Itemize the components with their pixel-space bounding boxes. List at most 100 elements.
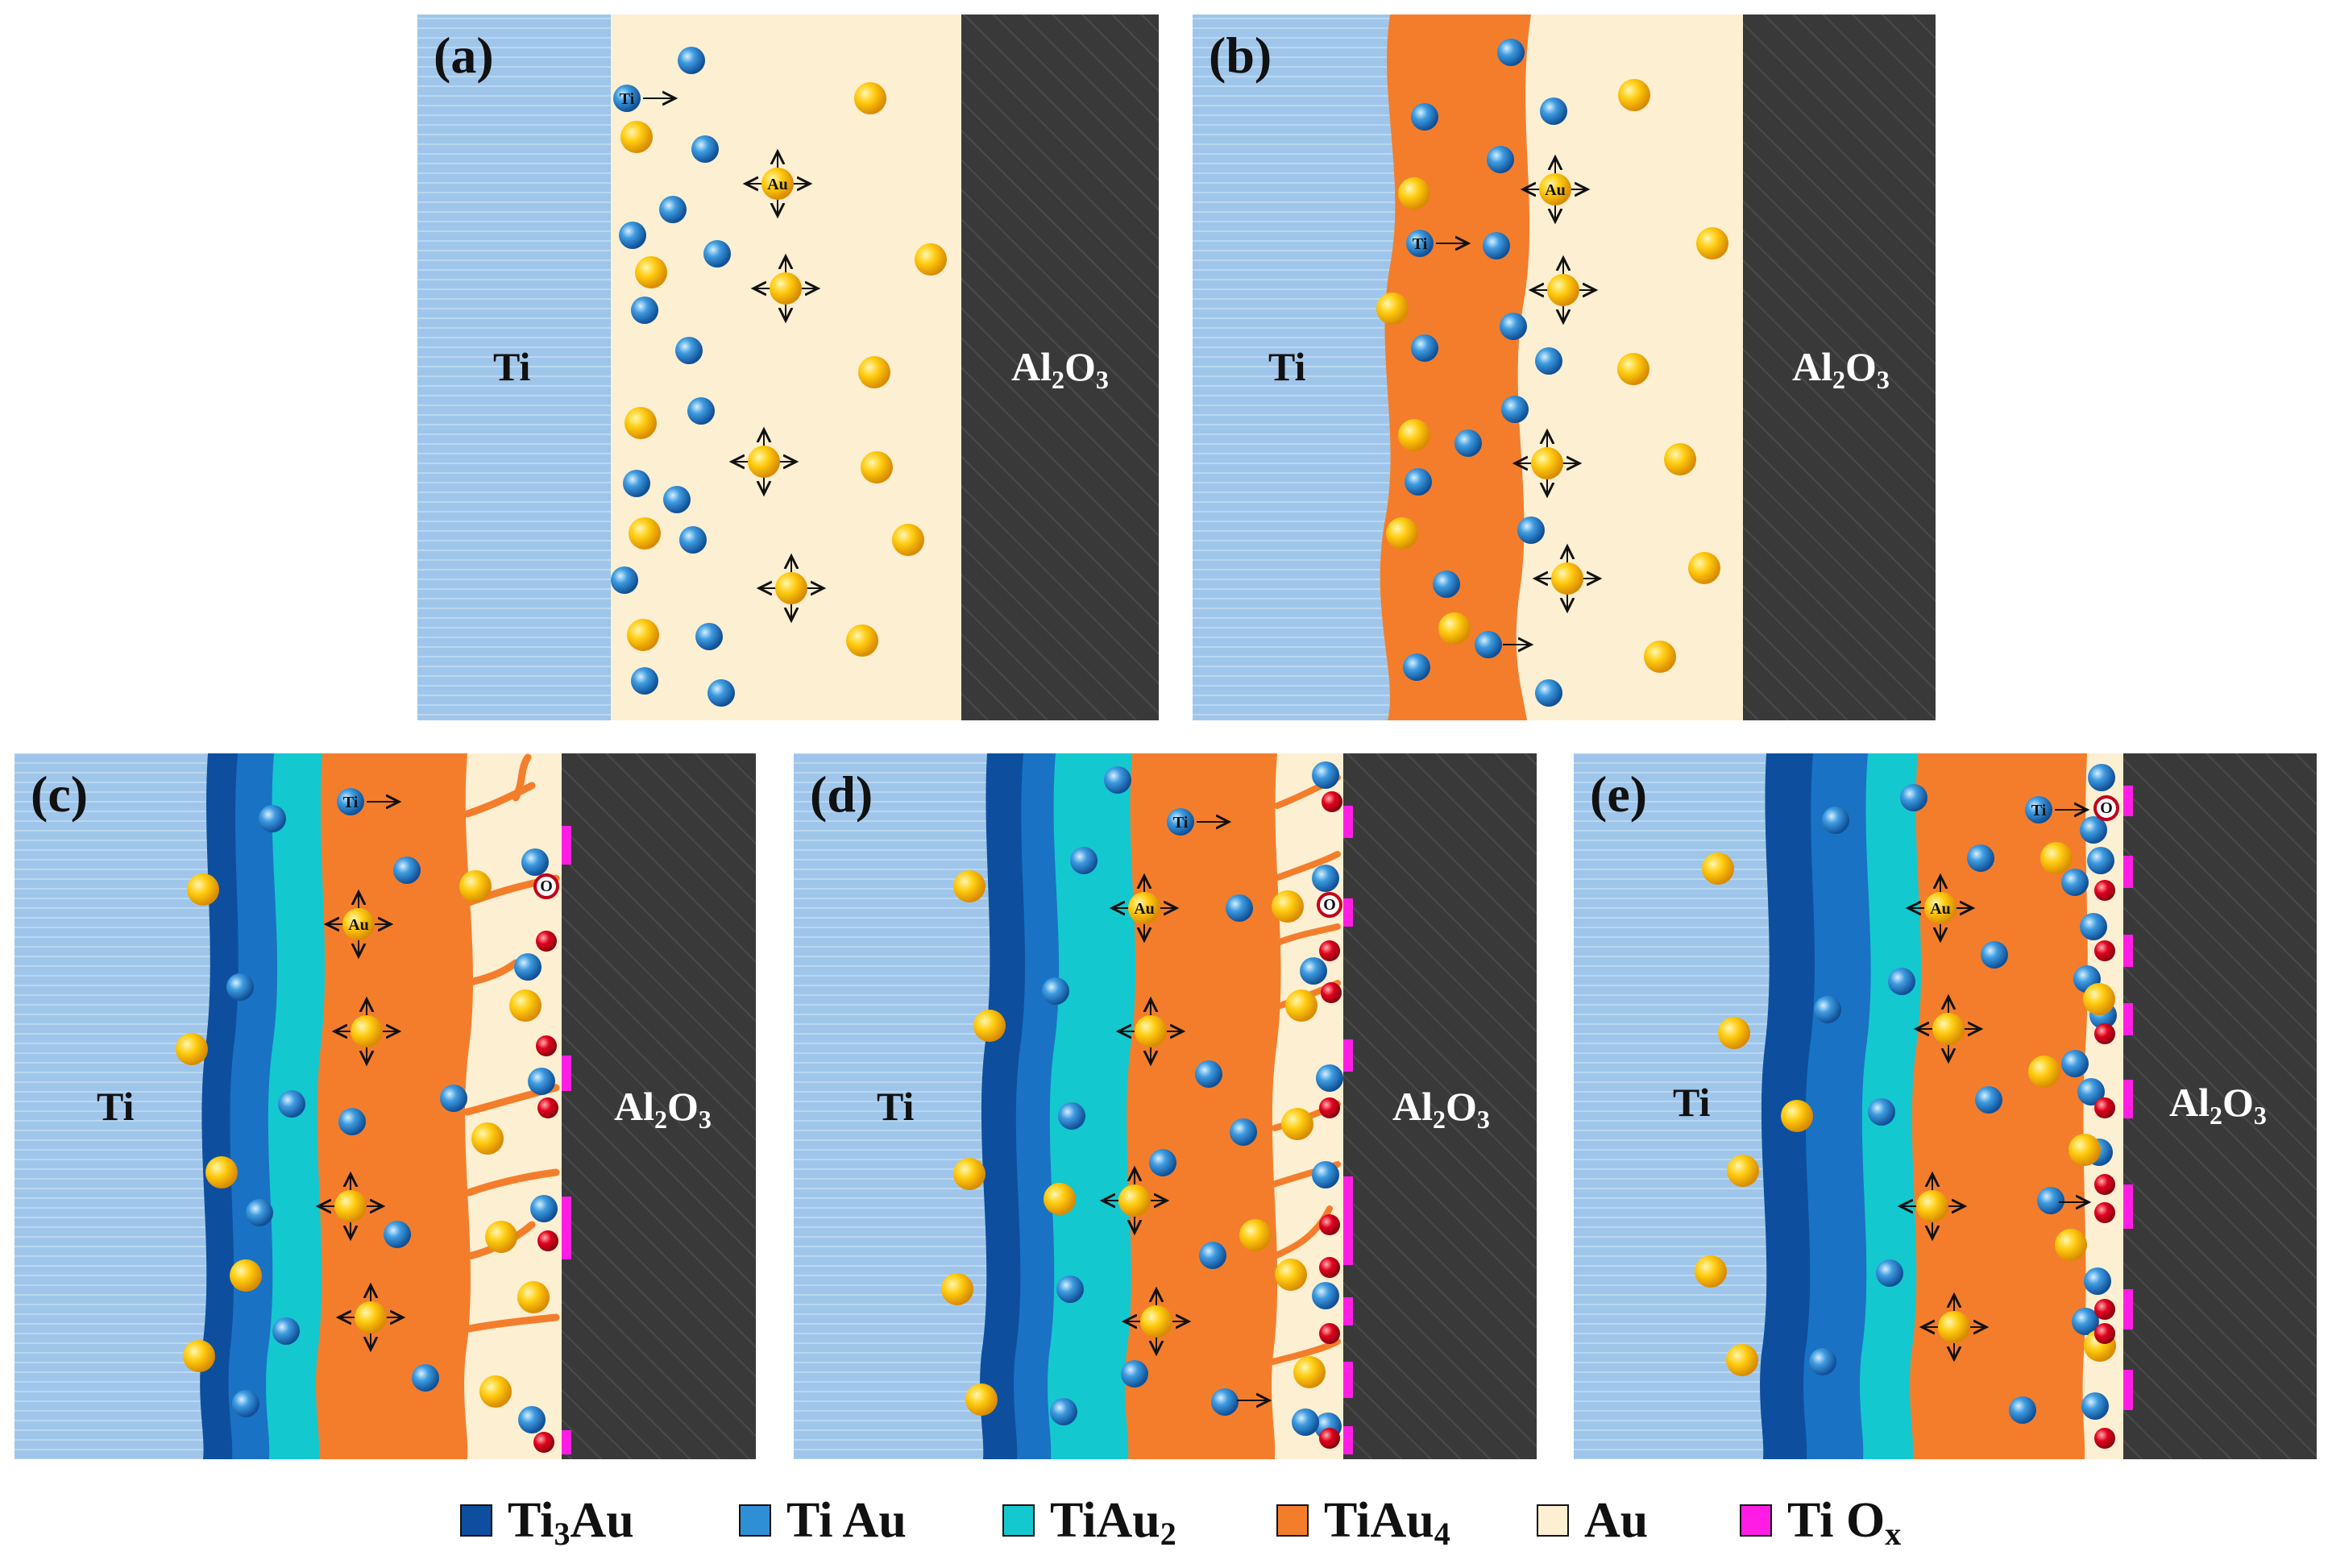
au-diffusion-marker: Au — [1523, 157, 1587, 222]
o-atom — [2094, 880, 2115, 901]
tiox-patch — [2123, 1289, 2133, 1329]
ti-atom — [226, 973, 254, 1001]
ti-atom — [1809, 1348, 1836, 1375]
o-atom — [2094, 1323, 2115, 1344]
au-diffusion-marker: Au — [745, 151, 810, 216]
ti-atom — [1822, 807, 1849, 834]
au-atom — [1239, 1219, 1272, 1251]
ti-label-e: Ti — [1673, 1080, 1710, 1125]
ti-diffusion-marker: Ti — [1406, 230, 1468, 257]
ti-atom — [1042, 977, 1069, 1005]
al2o3-region — [1743, 15, 1936, 720]
ti-atom — [384, 1221, 411, 1248]
atoms-c: Ti O Au — [176, 788, 571, 1454]
au-atom — [1281, 1108, 1313, 1140]
au-atom — [953, 870, 985, 902]
ti-atom — [2084, 1267, 2111, 1295]
ti-atom — [1149, 1149, 1176, 1176]
au-atom — [176, 1033, 208, 1065]
ti-atom — [675, 337, 703, 364]
au-atom — [1938, 1311, 1970, 1343]
ti-atom — [440, 1085, 467, 1112]
ti-atom — [1121, 1360, 1148, 1388]
o-atom — [2094, 1097, 2115, 1118]
o-marker: O — [533, 873, 559, 899]
au-atom — [2069, 1134, 2101, 1166]
au-atom — [1644, 641, 1676, 673]
au-atom — [965, 1383, 998, 1416]
tiau4-layer — [1910, 753, 2123, 1459]
au-diffusion-marker — [1102, 1168, 1167, 1233]
au-diffusion-marker — [1916, 997, 1981, 1061]
ti-atom — [1403, 653, 1430, 681]
tiox-patch — [1343, 1176, 1353, 1217]
ti-atom — [663, 486, 691, 513]
ti-atom — [659, 196, 687, 223]
au-atom — [342, 908, 375, 940]
au-atom — [635, 256, 667, 288]
legend: Ti3Au Ti Au TiAu2 TiAu4 Au Ti Ox — [460, 1493, 1901, 1552]
ti-atom — [1475, 631, 1502, 658]
ti-arrow-label: Ti — [343, 794, 359, 811]
ti-atom — [691, 135, 719, 163]
au-atom — [1781, 1100, 1813, 1132]
ti-atom — [1900, 784, 1927, 811]
tiox-patch — [2123, 856, 2133, 888]
o-atom — [1319, 940, 1340, 961]
au-atom — [1376, 292, 1409, 325]
ti-arrow-label: Ti — [620, 90, 635, 108]
ti-atom — [1312, 865, 1339, 892]
ti-diffusion-marker: Ti — [613, 85, 675, 112]
o-atom — [537, 1230, 558, 1251]
ti-atom — [1199, 1242, 1226, 1269]
al2o3-region — [562, 753, 756, 1459]
tiox-patch — [2123, 1184, 2133, 1229]
tiox-patch — [562, 1056, 571, 1091]
ti-atom — [2037, 1187, 2064, 1214]
au-atom — [351, 1015, 383, 1047]
o-marker: O — [2093, 795, 2119, 821]
au-atom — [1386, 517, 1418, 550]
legend-au: Au — [1537, 1493, 1648, 1548]
au-atom — [1688, 552, 1720, 584]
au-atom — [1044, 1183, 1076, 1215]
au-diffusion-marker — [759, 556, 824, 620]
au-diffusion-marker — [1118, 999, 1183, 1064]
au-atom — [1272, 890, 1304, 923]
au-atom — [1664, 443, 1696, 475]
ti-atom — [1104, 766, 1131, 794]
ti-atom — [1535, 679, 1562, 707]
au-arrow-label: Au — [767, 176, 788, 193]
au-atom — [355, 1301, 387, 1334]
au-atom — [846, 624, 878, 657]
ti-atom — [1975, 1086, 2002, 1114]
ti-atom — [1487, 146, 1514, 173]
o-atom — [1319, 1097, 1340, 1118]
au-diffusion-marker — [318, 1174, 383, 1238]
legend-ti3au: Ti3Au — [460, 1493, 634, 1552]
svg-text:Au: Au — [1584, 1493, 1648, 1548]
ti-atom — [2061, 869, 2089, 896]
o-atom — [2094, 1299, 2115, 1320]
au-atom — [183, 1340, 215, 1372]
au-atom — [761, 168, 794, 200]
o-atom — [1321, 982, 1342, 1003]
au-atom — [2040, 842, 2073, 874]
au-diffusion-marker: Au — [1908, 876, 1973, 940]
ti-atom — [278, 1090, 305, 1118]
au-atom — [2083, 983, 2115, 1015]
al2o3-label-c: Al2O3 — [614, 1084, 712, 1134]
atoms-b: Ti Au — [1376, 39, 1728, 707]
au-atom — [1547, 274, 1579, 306]
o-atom — [2094, 1023, 2115, 1044]
ti-atom — [393, 857, 421, 884]
au-atom — [1696, 227, 1728, 259]
ti-atom — [1050, 1398, 1077, 1425]
ti-atom — [2009, 1396, 2036, 1424]
au-atom — [1135, 1015, 1167, 1047]
ti-atom — [528, 1068, 555, 1095]
al2o3-label-a: Al2O3 — [1011, 344, 1109, 394]
ti-atom — [1868, 1098, 1895, 1126]
au-atom — [1531, 447, 1563, 479]
